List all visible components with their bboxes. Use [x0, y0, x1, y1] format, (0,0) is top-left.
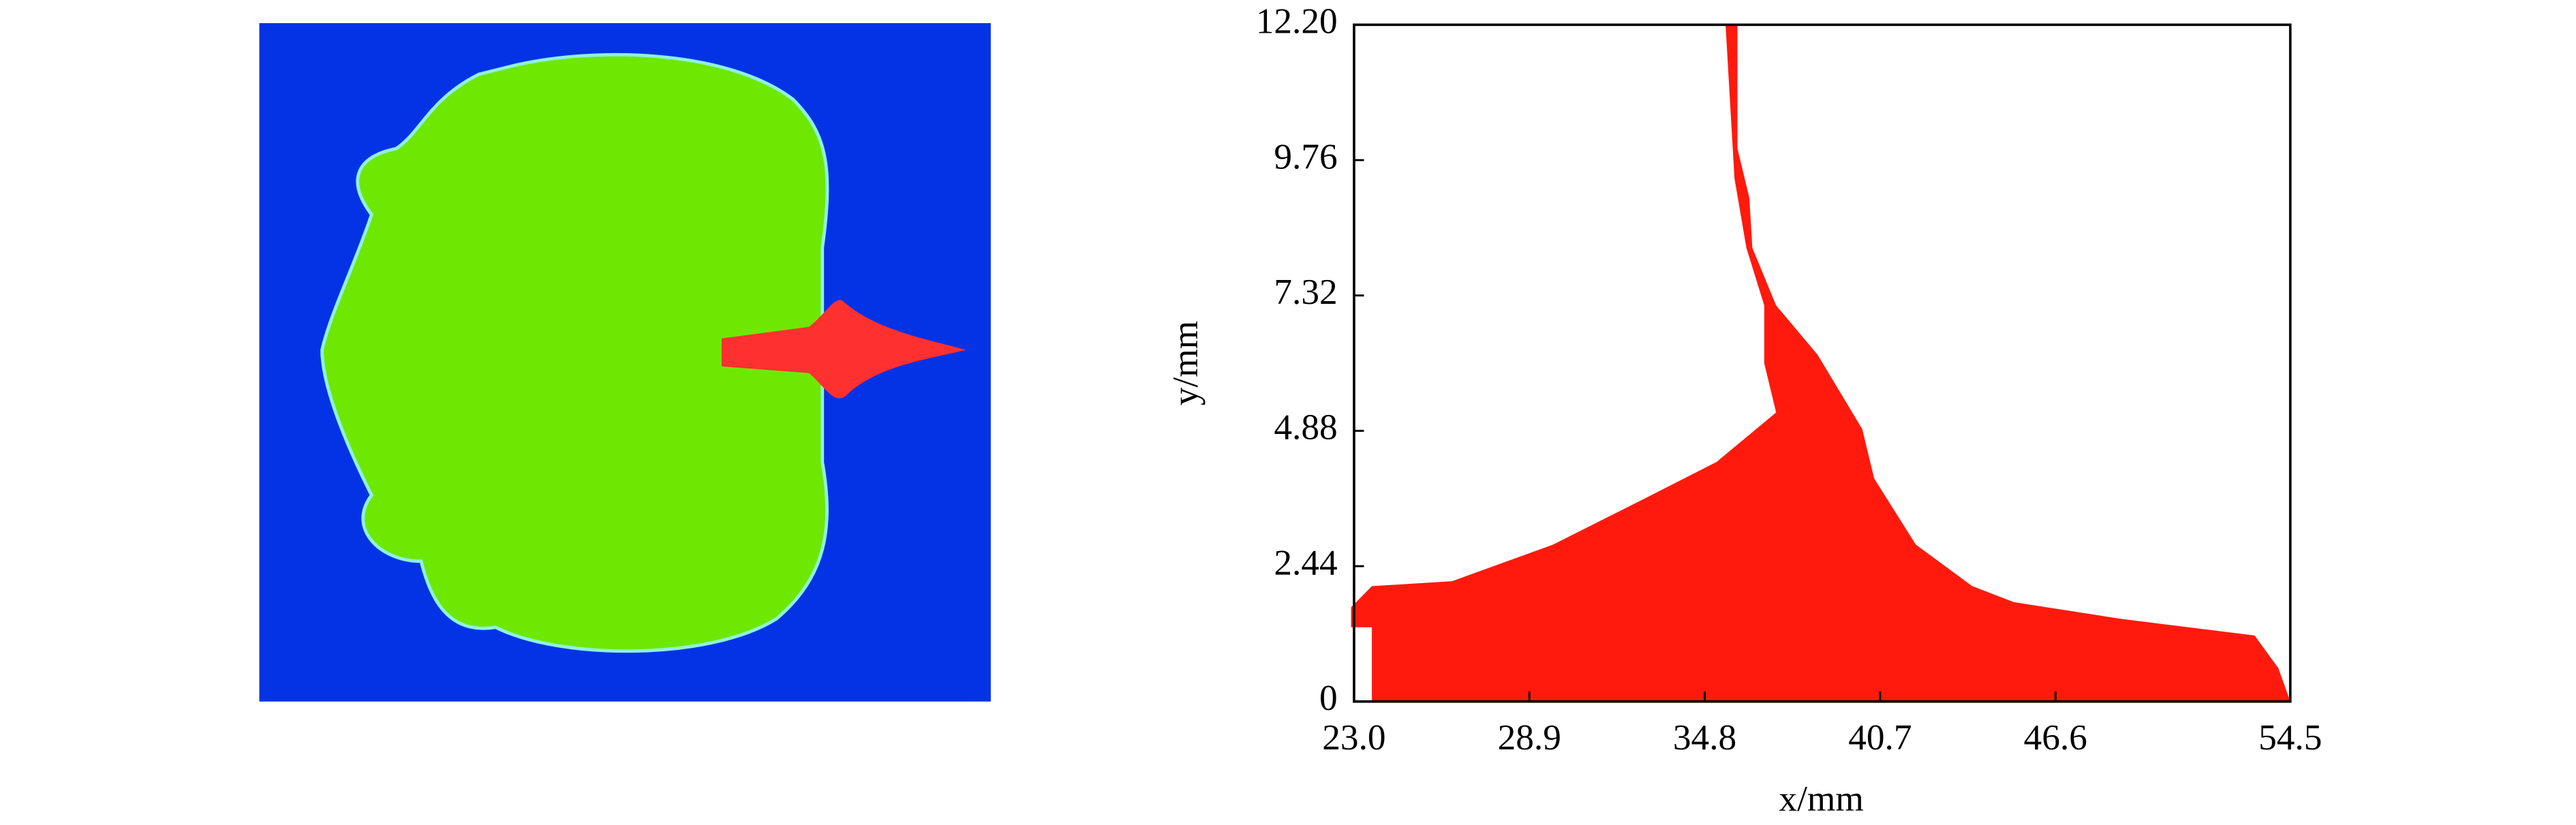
green-region: [320, 52, 829, 653]
x-tick-label: 40.7: [1848, 717, 1912, 758]
y-tick-label: 2.44: [1274, 542, 1337, 582]
y-tick-label: 0: [1319, 678, 1338, 718]
plot-frame: [1353, 23, 2292, 703]
y-tick-label: 7.32: [1274, 272, 1337, 312]
x-tick-label: 46.6: [2024, 717, 2087, 758]
y-tick-label: 9.76: [1274, 136, 1337, 176]
y-axis-label: y/mm: [1165, 321, 1206, 405]
crack-region: [721, 300, 966, 399]
x-tick-label: 23.0: [1322, 717, 1385, 758]
x-tick-label: 34.8: [1673, 717, 1736, 758]
filled-region: [1351, 25, 2290, 702]
x-tick-label: 54.5: [2258, 717, 2322, 758]
x-axis-label: x/mm: [1779, 779, 1863, 819]
x-tick-label: 28.9: [1498, 717, 1561, 758]
simulation-image: [259, 22, 991, 702]
y-tick-label: 12.20: [1256, 1, 1338, 42]
y-tick-label: 4.88: [1274, 407, 1337, 448]
